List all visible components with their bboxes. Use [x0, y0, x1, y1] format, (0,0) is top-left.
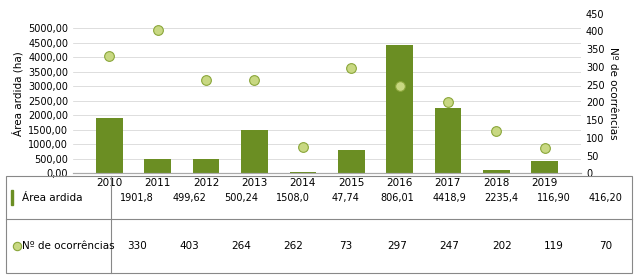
Text: 202: 202	[491, 241, 512, 251]
Text: 499,62: 499,62	[172, 193, 206, 203]
Text: 262: 262	[283, 241, 304, 251]
Y-axis label: Nº de ocorrências: Nº de ocorrências	[608, 47, 618, 140]
Bar	[96, 118, 123, 173]
Text: 247: 247	[439, 241, 460, 251]
Bar	[386, 45, 413, 173]
Bar	[338, 150, 364, 173]
Text: 1901,8: 1901,8	[120, 193, 154, 203]
Text: 330: 330	[127, 241, 147, 251]
Text: 73: 73	[339, 241, 352, 251]
Text: 403: 403	[179, 241, 199, 251]
Text: 119: 119	[544, 241, 564, 251]
Bar	[531, 161, 558, 173]
Bar	[483, 170, 509, 173]
Y-axis label: Área ardida (ha): Área ardida (ha)	[12, 51, 24, 136]
Text: 416,20: 416,20	[589, 193, 623, 203]
Text: 1508,0: 1508,0	[276, 193, 311, 203]
Text: 806,01: 806,01	[380, 193, 415, 203]
Bar	[11, 190, 13, 205]
Text: 297: 297	[387, 241, 408, 251]
Text: 4418,9: 4418,9	[432, 193, 467, 203]
Bar	[434, 108, 461, 173]
Text: Nº de ocorrências: Nº de ocorrências	[22, 241, 115, 251]
Text: Área ardida: Área ardida	[22, 193, 83, 203]
Text: 264: 264	[231, 241, 251, 251]
Bar	[241, 130, 268, 173]
Text: 47,74: 47,74	[331, 193, 359, 203]
Text: 2235,4: 2235,4	[485, 193, 519, 203]
Bar	[145, 159, 171, 173]
Bar	[193, 159, 220, 173]
Bar	[290, 172, 316, 173]
Text: 116,90: 116,90	[537, 193, 571, 203]
Text: 70: 70	[599, 241, 612, 251]
Text: 500,24: 500,24	[224, 193, 258, 203]
